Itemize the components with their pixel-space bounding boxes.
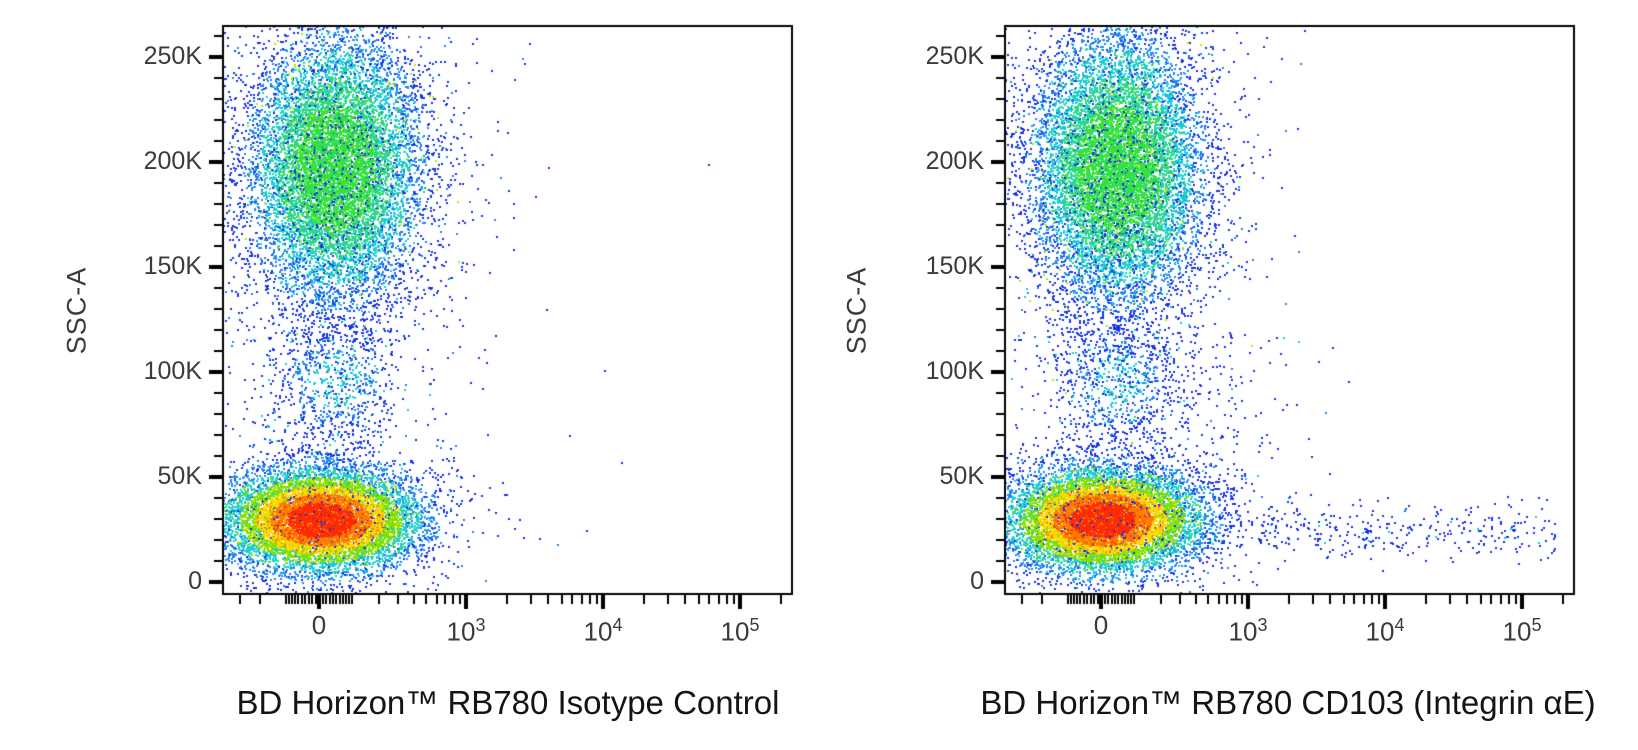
y-tick-label: 250K — [143, 42, 202, 70]
y-tick-label: 100K — [925, 357, 984, 385]
y-tick-label: 200K — [143, 147, 202, 175]
plot-title-left: BD Horizon™ RB780 Isotype Control — [236, 684, 780, 721]
x-tick-label: 0 — [1093, 610, 1109, 640]
y-tick-label: 50K — [157, 462, 202, 490]
x-tick-label: 105 — [720, 615, 760, 647]
y-axis-label-right: SSC-A — [841, 266, 872, 355]
x-tick-label: 104 — [583, 615, 623, 647]
x-tick-label: 103 — [446, 615, 486, 647]
y-tick-label: 0 — [970, 567, 984, 595]
y-axis-label-left: SSC-A — [61, 266, 92, 355]
y-tick-label: 100K — [143, 357, 202, 385]
x-tick-label: 104 — [1365, 615, 1405, 647]
x-tick-label: 0 — [311, 610, 327, 640]
x-tick-label: 103 — [1228, 615, 1268, 647]
y-tick-label: 0 — [188, 567, 202, 595]
y-tick-label: 150K — [143, 252, 202, 280]
y-tick-label: 250K — [925, 42, 984, 70]
x-tick-label: 105 — [1502, 615, 1542, 647]
y-tick-label: 50K — [939, 462, 984, 490]
y-tick-label: 200K — [925, 147, 984, 175]
y-tick-label: 150K — [925, 252, 984, 280]
plot-title-right: BD Horizon™ RB780 CD103 (Integrin αE) — [980, 684, 1596, 721]
